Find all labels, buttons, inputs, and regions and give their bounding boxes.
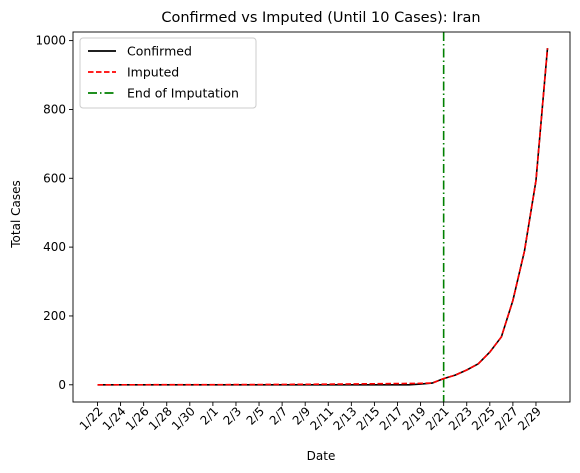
legend-label-end-of-imputation: End of Imputation <box>127 86 239 101</box>
x-tick-label: 2/13 <box>331 404 360 433</box>
x-tick-label: 2/15 <box>354 404 383 433</box>
y-axis-label: Total Cases <box>9 180 23 248</box>
x-tick-label: 1/24 <box>100 404 129 433</box>
y-tick-label: 200 <box>43 309 66 323</box>
x-tick-label: 1/26 <box>123 404 152 433</box>
x-tick-label: 2/3 <box>221 404 245 428</box>
x-tick-label: 2/7 <box>267 404 291 428</box>
chart-title: Confirmed vs Imputed (Until 10 Cases): I… <box>161 10 480 26</box>
x-tick-label: 2/19 <box>400 404 429 433</box>
x-tick-label: 2/23 <box>446 404 475 433</box>
legend-label-confirmed: Confirmed <box>127 44 192 59</box>
x-tick-label: 2/29 <box>515 404 544 433</box>
x-axis-label: Date <box>307 449 336 463</box>
legend: Confirmed Imputed End of Imputation <box>80 38 256 108</box>
y-tick-label: 0 <box>58 378 66 392</box>
x-tick-label: 2/11 <box>307 404 336 433</box>
x-tick-label: 2/25 <box>469 404 498 433</box>
y-tick-label: 1000 <box>35 34 66 48</box>
x-tick-label: 2/17 <box>377 404 406 433</box>
y-tick-label: 800 <box>43 102 66 116</box>
x-tick-label: 1/28 <box>146 404 175 433</box>
y-tick-label: 600 <box>43 171 66 185</box>
y-tick-label: 400 <box>43 240 66 254</box>
x-tick-label: 2/1 <box>197 404 221 428</box>
x-tick-label: 1/22 <box>77 404 106 433</box>
x-tick-label: 1/30 <box>169 404 198 433</box>
x-tick-label: 2/27 <box>492 404 521 433</box>
x-tick-label: 2/5 <box>244 404 268 428</box>
legend-label-imputed: Imputed <box>127 65 179 80</box>
x-tick-label: 2/21 <box>423 404 452 433</box>
